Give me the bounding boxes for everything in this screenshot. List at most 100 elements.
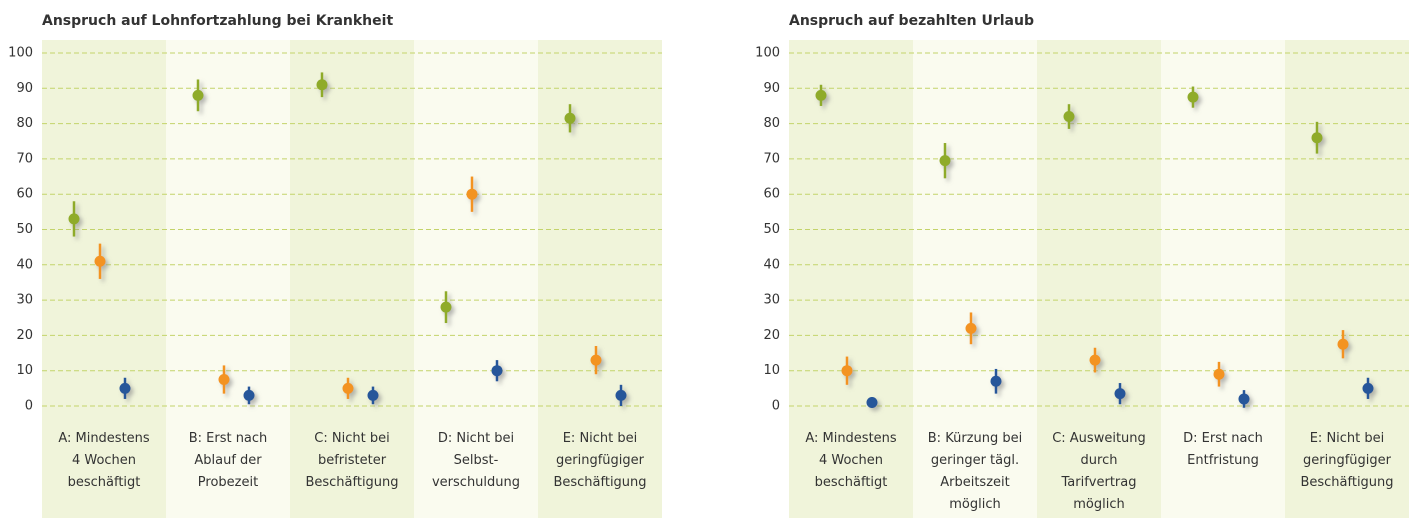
- point: [939, 155, 951, 167]
- point-group: [491, 360, 503, 382]
- point-group: [218, 365, 230, 394]
- y-tick-label: 80: [16, 116, 33, 131]
- y-tick-label: 0: [25, 399, 33, 414]
- point: [1213, 368, 1225, 380]
- y-tick-label: 30: [16, 293, 33, 308]
- band: [1037, 40, 1161, 518]
- y-tick-label: 40: [16, 257, 33, 272]
- point: [1063, 111, 1075, 123]
- band: [414, 40, 538, 518]
- category-label: A: Mindestens 4 Wochen beschäftigt: [805, 431, 897, 490]
- band: [913, 40, 1037, 518]
- point: [367, 389, 379, 401]
- category-label: D: Nicht bei Selbst- verschuldung: [431, 431, 521, 490]
- point-group: [1063, 104, 1075, 129]
- point-group: [564, 104, 576, 133]
- point-group: [1187, 86, 1199, 108]
- point: [965, 322, 977, 334]
- point: [1114, 388, 1126, 400]
- point: [218, 374, 230, 386]
- y-tick-label: 70: [763, 151, 780, 166]
- point-group: [1362, 377, 1374, 399]
- point: [440, 301, 452, 313]
- y-tick-label: 20: [16, 328, 33, 343]
- point-group: [119, 377, 131, 399]
- y-tick-label: 70: [16, 151, 33, 166]
- point: [243, 389, 255, 401]
- point: [1238, 393, 1250, 405]
- band: [166, 40, 290, 518]
- point: [316, 79, 328, 91]
- point-group: [1311, 121, 1323, 154]
- point-group: [94, 243, 106, 279]
- category-label: C: Ausweitung durch Tarifvertrag möglich: [1052, 431, 1146, 512]
- y-tick-label: 30: [763, 293, 780, 308]
- point-group: [440, 291, 452, 324]
- point: [342, 382, 354, 394]
- point-group: [866, 396, 878, 408]
- point-group: [841, 356, 853, 385]
- point-group: [815, 84, 827, 106]
- category-label: C: Nicht bei befristeter Beschäftigung: [305, 431, 399, 490]
- point-group: [1114, 383, 1126, 405]
- y-tick-label: 50: [16, 222, 33, 237]
- point-group: [342, 377, 354, 399]
- point: [192, 89, 204, 101]
- y-tick-label: 60: [16, 187, 33, 202]
- point-group: [965, 312, 977, 345]
- point: [491, 365, 503, 377]
- point: [466, 188, 478, 200]
- point: [1362, 382, 1374, 394]
- y-tick-label: 50: [763, 222, 780, 237]
- point-group: [1238, 390, 1250, 408]
- y-tick-label: 90: [16, 81, 33, 96]
- y-tick-label: 0: [772, 399, 780, 414]
- point-group: [68, 201, 80, 237]
- y-tick-label: 10: [16, 363, 33, 378]
- y-tick-label: 90: [763, 81, 780, 96]
- point-group: [367, 386, 379, 405]
- point-group: [1213, 361, 1225, 387]
- band: [42, 40, 166, 518]
- point-group: [1089, 347, 1101, 373]
- point-group: [590, 345, 602, 375]
- y-tick-label: 40: [763, 257, 780, 272]
- point: [1089, 354, 1101, 366]
- point-group: [192, 79, 204, 112]
- category-label: B: Kürzung bei geringer tägl. Arbeitszei…: [927, 431, 1023, 512]
- category-label: E: Nicht bei geringfügiger Beschäftigung: [1300, 431, 1394, 490]
- point: [815, 89, 827, 101]
- point-group: [466, 176, 478, 212]
- point: [94, 255, 106, 267]
- category-label: E: Nicht bei geringfügiger Beschäftigung: [553, 431, 647, 490]
- y-tick-label: 100: [755, 46, 780, 61]
- point: [590, 354, 602, 366]
- band: [290, 40, 414, 518]
- point-group: [1337, 330, 1349, 359]
- point: [68, 213, 80, 225]
- point: [1311, 132, 1323, 144]
- point: [1337, 338, 1349, 350]
- y-tick-label: 80: [763, 116, 780, 131]
- band: [1161, 40, 1285, 518]
- category-label: D: Erst nach Entfristung: [1183, 431, 1263, 468]
- y-tick-label: 100: [8, 46, 33, 61]
- point: [866, 396, 878, 408]
- band: [538, 40, 662, 518]
- point-group: [939, 143, 951, 179]
- y-tick-label: 10: [763, 363, 780, 378]
- point: [841, 365, 853, 377]
- band: [789, 40, 913, 518]
- point: [990, 375, 1002, 387]
- point: [119, 382, 131, 394]
- point: [564, 112, 576, 124]
- band: [1285, 40, 1409, 518]
- point: [615, 389, 627, 401]
- y-tick-label: 60: [763, 187, 780, 202]
- point-group: [316, 72, 328, 98]
- category-label: A: Mindestens 4 Wochen beschäftigt: [58, 431, 150, 490]
- point-group: [990, 368, 1002, 394]
- chart-title: Anspruch auf bezahlten Urlaub: [789, 13, 1034, 29]
